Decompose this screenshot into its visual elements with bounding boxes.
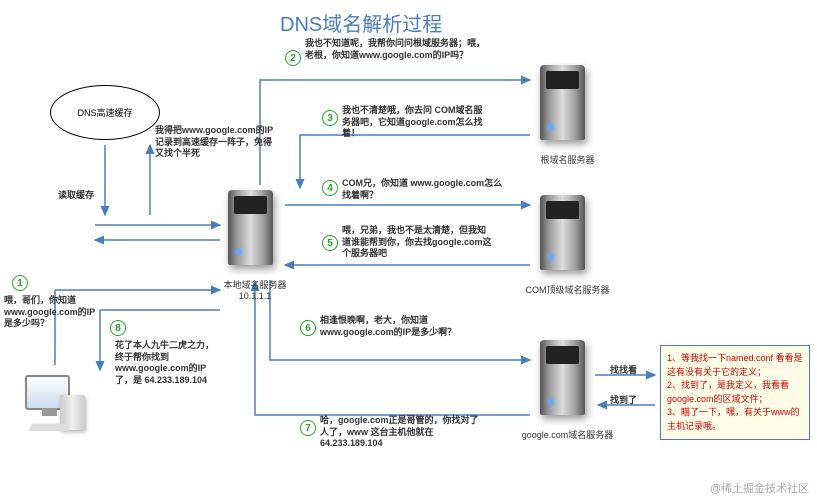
step-8-msg: 花了本人九牛二虎之力，终于帮你找到www.google.com的IP了，是 64…: [115, 340, 220, 387]
watermark: @稀土掘金技术社区: [710, 480, 809, 496]
google-server: [540, 340, 595, 425]
step-6-msg: 相逢恨晚啊，老大，你知道 www.google.com的IP是多少啊？: [320, 315, 490, 338]
lookup-found-label: 找到了: [610, 395, 637, 407]
google-server-label: google.com域名服务器: [505, 428, 630, 441]
root-server-label: 根域名服务器: [525, 153, 610, 166]
box-line2: 2、找到了，是我定义，我看看google.com的区域文件；: [667, 379, 803, 406]
diagram-title: DNS域名解析过程: [280, 8, 442, 37]
box-line1: 1、等我找一下named.conf 看看是这有没有关于它的定义；: [667, 352, 803, 379]
cache-read-label: 读取缓存: [58, 190, 94, 202]
local-dns-server: [228, 190, 283, 275]
step-1-circle: 1: [12, 275, 28, 291]
step-8-circle: 8: [110, 320, 126, 336]
step-2-msg: 我也不知道呢，我帮你问问根域服务器；喂，老根，你知道www.google.com…: [305, 38, 485, 61]
lookup-steps-box: 1、等我找一下named.conf 看看是这有没有关于它的定义； 2、找到了，是…: [660, 345, 810, 440]
step-5-circle: 5: [322, 235, 338, 251]
lookup-find-label: 找找看: [610, 365, 637, 377]
com-server-label: COM顶级域名服务器: [510, 283, 625, 296]
cache-label: DNS高速缓存: [77, 106, 132, 119]
step-5-msg: 喂，兄弟，我也不是太清楚，但我知道谁能帮到你，你去找google.com这个服务…: [342, 225, 492, 260]
step-3-msg: 我也不清楚哦，你去问 COM域名服务器吧，它知道google.com怎么找着！: [342, 105, 487, 140]
com-server: [540, 195, 595, 280]
step-2-circle: 2: [285, 50, 301, 66]
step-7-msg: 哈，google.com正是哥管的，你找对了人了，www 这台主机他就在 64.…: [320, 415, 480, 450]
step-4-msg: COM兄，你知道 www.google.com怎么找着啊？: [342, 178, 507, 201]
client-pc: [25, 375, 95, 435]
dns-cache: DNS高速缓存: [50, 85, 160, 140]
local-server-label: 本地域名服务器 10.1.1.1: [210, 278, 300, 301]
step-6-circle: 6: [300, 320, 316, 336]
step-7-circle: 7: [300, 420, 316, 436]
step-1-msg: 喂，哥们，你知道www.google.com的IP是多少吗？: [4, 295, 99, 330]
root-server: [540, 65, 595, 150]
box-line3: 3、瞄了一下，嘿，有关于www的主机记录哦。: [667, 406, 803, 433]
step-4-circle: 4: [322, 180, 338, 196]
cache-write-msg: 我得把www.google.com的IP记录到高速缓存一阵子，免得又找个半死: [155, 125, 275, 160]
step-3-circle: 3: [322, 110, 338, 126]
